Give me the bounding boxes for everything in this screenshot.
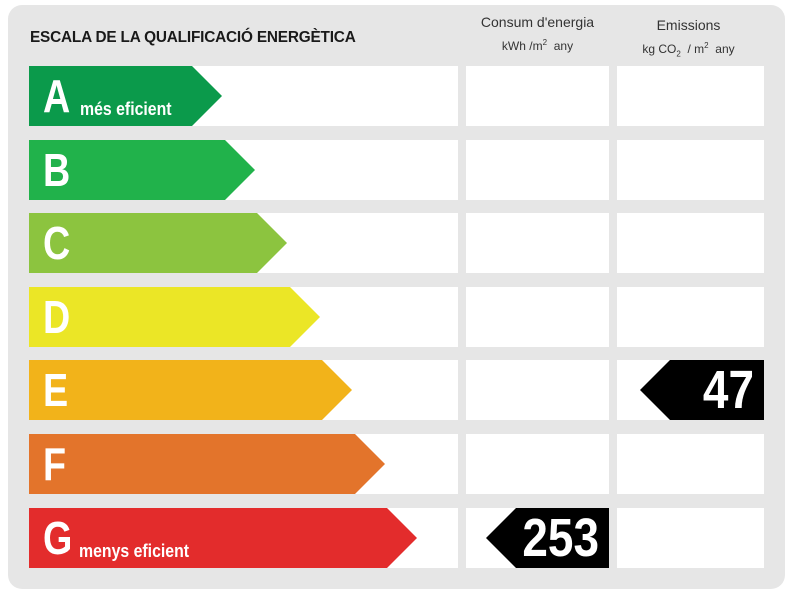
rating-arrow-b: B xyxy=(29,140,255,200)
emissions-column-header: Emissions kg CO2 / m2 any xyxy=(617,17,760,62)
emissions-cell-e: 47 xyxy=(617,360,764,420)
consumption-rating-badge: 253 xyxy=(486,508,609,568)
consumption-label: Consum d'energia xyxy=(480,14,595,30)
rating-letter: C xyxy=(43,217,71,269)
consumption-cell-d xyxy=(466,287,609,347)
rating-row-f: F xyxy=(29,434,458,494)
emissions-rating-badge: 47 xyxy=(640,360,764,420)
rating-row-e: E xyxy=(29,360,458,420)
consumption-cell-e xyxy=(466,360,609,420)
consumption-cell-b xyxy=(466,140,609,200)
emissions-rating-badge-value: 47 xyxy=(702,360,754,420)
rating-letter: G xyxy=(43,512,73,564)
rating-description: més eficient xyxy=(80,99,172,119)
rating-letter: A xyxy=(43,70,71,122)
consumption-rating-badge-value: 253 xyxy=(522,508,599,568)
emissions-cell-f xyxy=(617,434,764,494)
consumption-cell-c xyxy=(466,213,609,273)
consumption-cell-a xyxy=(466,66,609,126)
emissions-cell-b xyxy=(617,140,764,200)
rating-arrow-c: C xyxy=(29,213,287,273)
rating-description: menys eficient xyxy=(79,541,190,561)
rating-arrow-d: D xyxy=(29,287,320,347)
consumption-column-header: Consum d'energia kWh /m2 any xyxy=(466,14,609,55)
emissions-cell-d xyxy=(617,287,764,347)
emissions-cell-c xyxy=(617,213,764,273)
consumption-cell-f xyxy=(466,434,609,494)
rating-row-b: B xyxy=(29,140,458,200)
rating-letter: F xyxy=(43,438,67,490)
rating-arrow-e: E xyxy=(29,360,352,420)
rating-row-d: D xyxy=(29,287,458,347)
emissions-cell-g xyxy=(617,508,764,568)
rating-arrow-f: F xyxy=(29,434,385,494)
emissions-label: Emissions xyxy=(656,17,721,33)
consumption-unit: kWh /m2 any xyxy=(501,38,574,53)
label-title: ESCALA DE LA QUALIFICACIÓ ENERGÈTICA xyxy=(30,29,356,46)
rating-row-c: C xyxy=(29,213,458,273)
rating-letter: B xyxy=(43,144,71,196)
emissions-unit: kg CO2 / m2 any xyxy=(642,41,735,59)
rating-letter: D xyxy=(43,291,71,343)
consumption-cell-g: 253 xyxy=(466,508,609,568)
rating-letter: E xyxy=(43,364,69,416)
emissions-cell-a xyxy=(617,66,764,126)
